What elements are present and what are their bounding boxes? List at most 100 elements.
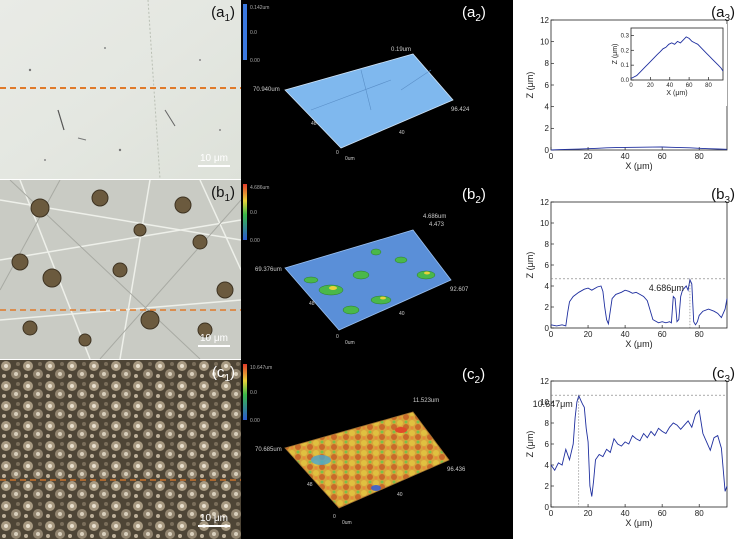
axis-c2-x2: 40	[397, 492, 403, 498]
chart-b3-xtick-label: 40	[621, 330, 630, 339]
profile-plot-b3: 0 20 40 60 80 0 2 4 6 8 10 12 X (μm) Z (μm) 4.686μm (b…	[513, 180, 739, 360]
chart-a3-xtick-label: 40	[621, 152, 630, 161]
chart-b3-xlabel: X (μm)	[625, 339, 652, 349]
chart-a3-inset-xtick-label: 80	[705, 83, 712, 89]
chart-a3-ytick-label: 8	[545, 59, 550, 68]
chart-a3-xtick-label: 80	[695, 152, 704, 161]
surface-b2	[284, 229, 452, 331]
axis-a2-z: 0.19um	[391, 47, 411, 53]
chart-c3-xtick-label: 40	[621, 509, 630, 518]
panel-label-b3: (b3)	[711, 186, 735, 206]
axis-b2-y2: 48	[309, 301, 315, 307]
chart-c3-ytick-label: 4	[545, 461, 550, 470]
profile-plot-c3: 0 20 40 60 80 0 2 4 6 8 10 12 X (μm) Z (μm) 10.647μm (…	[513, 359, 739, 539]
chart-a3-inset-ytick-label: 0.1	[621, 63, 630, 69]
chart-c3-xtick-label: 80	[695, 509, 704, 518]
chart-a3-xlabel: X (μm)	[625, 161, 652, 171]
micrograph-a1-image	[0, 0, 241, 179]
scale-bar-a1: 10 μm	[200, 153, 228, 164]
chart-a3-ytick-label: 6	[545, 81, 550, 90]
chart-c3-ytick-label: 6	[545, 440, 550, 449]
chart-a3-ytick-label: 10	[540, 37, 549, 46]
topography-a2: 0.142um 0.0 0.00 0.19um 70.940um 96.424 …	[243, 4, 470, 162]
chart-b3-ytick-label: 2	[545, 303, 550, 312]
panel-label-a2: (a2)	[462, 4, 486, 24]
axis-a2-y2: 48	[311, 121, 317, 127]
chart-a3-inset-xlabel: X (μm)	[666, 90, 687, 97]
chart-b3-ytick-label: 4	[545, 282, 550, 291]
profile-plot-b3-svg: 0 20 40 60 80 0 2 4 6 8 10 12 X (μm) Z (μm) 4.686μm	[525, 198, 728, 349]
micrograph-c1: (c1) 10 μm	[0, 360, 241, 539]
profile-plot-a3: 0 20 40 60 80 0 2 4 6 8 10 12 X (μm) Z (μm) 0 20 40 60 80 0…	[513, 0, 739, 180]
chart-a3-xtick-label: 0	[549, 152, 554, 161]
colorbar-c2-mid: 0.0	[250, 390, 257, 396]
chart-a3-series-line	[550, 146, 728, 151]
chart-b3-ytick-label: 0	[545, 324, 550, 333]
micrograph-b1-image	[0, 180, 241, 359]
axis-b2-x2: 40	[399, 311, 405, 317]
colorbar-b2-bottom: 0.00	[250, 238, 260, 244]
chart-a3-ytick-label: 0	[545, 146, 550, 155]
chart-a3-inset-ytick-label: 0.3	[621, 34, 630, 40]
axis-c2-y2: 48	[307, 482, 313, 488]
chart-b3-ytick-label: 6	[545, 261, 550, 270]
chart-a3-inset-frame	[630, 27, 724, 81]
panel-label-b2: (b2)	[462, 186, 486, 206]
chart-b3-ytick-label: 10	[540, 219, 549, 228]
chart-a3-ytick-label: 12	[540, 16, 549, 25]
panel-label-c2: (c2)	[462, 366, 486, 386]
chart-b3-ytick-label: 12	[540, 198, 549, 207]
chart-c3-xlabel: X (μm)	[625, 518, 652, 528]
chart-a3-inset-ylabel: Z (μm)	[612, 44, 619, 65]
chart-a3-xtick-label: 60	[658, 152, 667, 161]
chart-a3-inset-xtick-label: 40	[666, 83, 673, 89]
chart-a3-inset-xtick-label: 20	[647, 83, 654, 89]
chart-b3-peak-label: 4.686μm	[649, 283, 684, 293]
axis-a2-origin: 0	[336, 150, 339, 156]
axis-b2-x: 92.607	[450, 287, 469, 293]
chart-a3-inset-xtick-label: 60	[686, 83, 693, 89]
chart-b3-ytick-label: 8	[545, 240, 550, 249]
micrograph-c1-image	[0, 360, 241, 539]
axis-b2-y: 69.376um	[255, 267, 282, 273]
micrograph-b1: (b1) 10 μm	[0, 180, 241, 359]
chart-c3-ytick-label: 10	[540, 398, 549, 407]
axis-a2-origin-um: 0um	[345, 156, 355, 162]
profile-plot-a3-svg: 0 20 40 60 80 0 2 4 6 8 10 12 X (μm) Z (μm) 0 20 40 60 80 0…	[525, 16, 728, 171]
chart-a3-ytick-label: 2	[545, 124, 550, 133]
panel-label-c1: (c1)	[211, 364, 235, 384]
axis-c2-origin-um: 0um	[342, 520, 352, 526]
axis-b2-origin-um: 0um	[345, 340, 355, 346]
colorbar-b2-mid: 0.0	[250, 210, 257, 216]
chart-c3-ytick-label: 0	[545, 503, 550, 512]
chart-b3-xtick-label: 20	[584, 330, 593, 339]
topography-column: 0.142um 0.0 0.00 0.19um 70.940um 96.424 …	[241, 0, 513, 539]
chart-b3-xtick-label: 60	[658, 330, 667, 339]
axis-c2-x: 96.436	[447, 467, 466, 473]
axis-a2-x: 96.424	[451, 107, 470, 113]
colorbar-c2-bottom: 0.00	[250, 418, 260, 424]
colorbar-a2-top: 0.142um	[250, 5, 269, 11]
chart-b3-xtick-label: 0	[549, 330, 554, 339]
chart-c3-ylabel: Z (μm)	[525, 431, 535, 458]
axis-b2-z: 4.473	[429, 222, 445, 228]
axis-c2-origin: 0	[333, 514, 336, 520]
chart-c3-frame	[550, 380, 728, 508]
chart-c3-ytick-label: 12	[540, 377, 549, 386]
surface-c2	[284, 411, 450, 509]
chart-c3-xtick-label: 20	[584, 509, 593, 518]
chart-b3-ylabel: Z (μm)	[525, 252, 535, 279]
micrograph-a1: (a1) 10 μm	[0, 0, 241, 179]
colorbar-b2-top: 4.686um	[250, 185, 269, 191]
chart-c3-xtick-label: 0	[549, 509, 554, 518]
axis-b2-z2: 4.686um	[423, 214, 446, 220]
axis-a2-x2: 40	[399, 130, 405, 136]
panel-label-c3: (c3)	[711, 365, 735, 385]
chart-b3-xtick-label: 80	[695, 330, 704, 339]
topography-b2: 4.686um 0.0 0.00 4.686um 4.473 69.376um …	[243, 184, 469, 346]
chart-a3-inset-xtick-label: 0	[629, 83, 633, 89]
chart-a3-inset-ytick-label: 0.0	[621, 78, 630, 84]
panel-label-a3: (a3)	[711, 4, 735, 24]
colorbar-a2-mid: 0.0	[250, 30, 257, 36]
profile-plot-c3-svg: 0 20 40 60 80 0 2 4 6 8 10 12 X (μm) Z (μm) 10.647μm	[525, 377, 728, 528]
